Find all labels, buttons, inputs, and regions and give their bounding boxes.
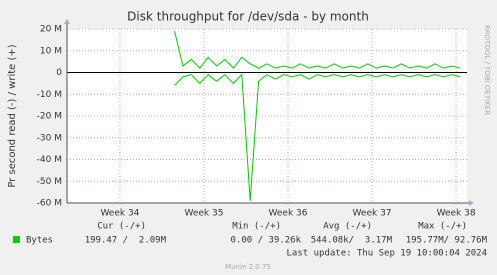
- y-tick-label: -10 M: [37, 90, 62, 100]
- footer: Munin 2.0.75: [225, 263, 271, 271]
- y-tick-label: -60 M: [37, 199, 62, 209]
- series-line: [174, 73, 461, 201]
- legend-stat: 544.08k/ 3.17M: [311, 236, 393, 246]
- legend-swatch: [13, 236, 20, 243]
- y-tick-label: -50 M: [37, 177, 62, 187]
- x-tick-label: Week 34: [100, 209, 139, 219]
- y-tick-label: 10 M: [40, 46, 62, 56]
- x-tick-label: Week 35: [184, 209, 223, 219]
- y-axis-label: Pr second read (-) / write (+): [7, 44, 18, 187]
- legend-stat: 0.00 / 39.26k: [231, 236, 302, 246]
- x-tick-label: Week 36: [269, 209, 308, 219]
- legend-header: Min (-/+): [232, 222, 281, 232]
- legend-stat: 199.47 / 2.09M: [85, 236, 167, 246]
- y-tick-label: -40 M: [37, 155, 62, 165]
- y-tick-label: 20 M: [40, 25, 62, 35]
- chart-title: Disk throughput for /dev/sda - by month: [127, 10, 369, 24]
- last-update: Last update: Thu Sep 19 10:00:04 2024: [287, 249, 487, 259]
- legend-header: Cur (-/+): [97, 222, 146, 232]
- y-tick-label: -30 M: [37, 133, 62, 143]
- series-line: [174, 31, 461, 69]
- side-label: RRDTOOL / TOBI OETIKER: [483, 25, 491, 115]
- y-tick-label: 0: [56, 68, 62, 78]
- axis-arrow: [469, 200, 474, 206]
- axis-arrow: [64, 19, 70, 24]
- legend-label: Bytes: [26, 236, 53, 246]
- x-tick-label: Week 37: [353, 209, 392, 219]
- legend: Cur (-/+) 199.47 / 2.09M Min (-/+) 0.00 / 3…: [13, 222, 488, 246]
- legend-header: Max (-/+): [418, 222, 467, 232]
- y-tick-label: -20 M: [37, 112, 62, 122]
- legend-stat: 195.77M/ 92.76M: [406, 236, 488, 246]
- grid: [67, 28, 467, 204]
- x-tick-label: Week 38: [437, 209, 476, 219]
- legend-header: Avg (-/+): [323, 222, 372, 232]
- lines: [174, 31, 461, 201]
